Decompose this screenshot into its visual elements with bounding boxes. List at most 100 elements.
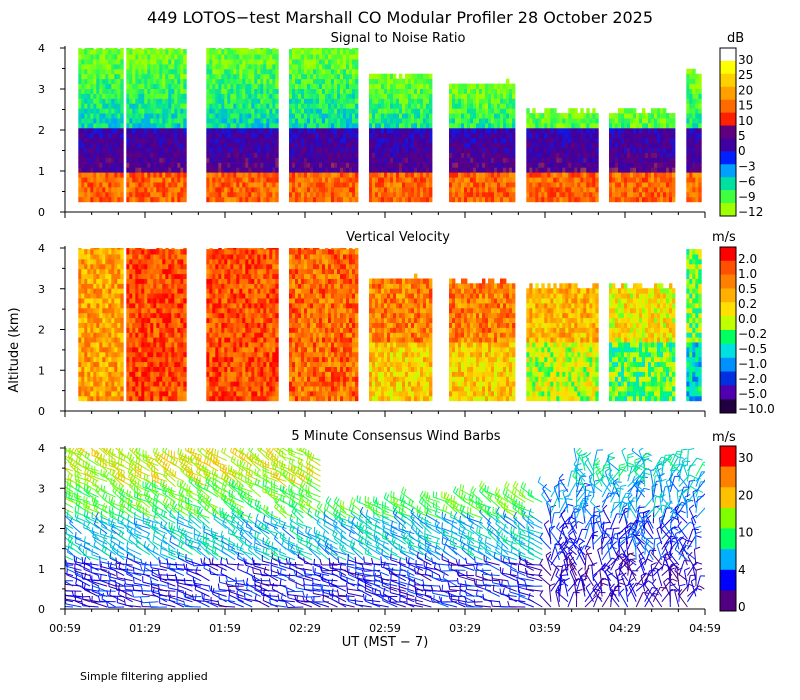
heat-cell: [553, 157, 557, 163]
heat-cell: [592, 122, 596, 129]
heat-cell: [657, 177, 661, 183]
heat-cell: [251, 182, 255, 188]
heat-cell: [464, 113, 468, 119]
heat-cell: [289, 98, 293, 104]
heat-cell: [224, 186, 228, 193]
heat-cell: [272, 132, 276, 139]
heat-cell: [529, 162, 533, 168]
heat-cell: [592, 177, 596, 183]
heat-cell: [307, 186, 311, 193]
heat-cell: [81, 307, 85, 314]
heat-cell: [346, 73, 350, 80]
heat-cell: [263, 103, 267, 109]
heat-cell: [393, 157, 397, 163]
heat-cell: [529, 137, 533, 144]
heat-cell: [81, 371, 85, 377]
heat-cell: [461, 152, 465, 158]
heat-cell: [165, 78, 169, 85]
heat-cell: [476, 172, 480, 178]
heat-cell: [111, 186, 115, 193]
heat-cell: [292, 177, 296, 183]
heat-cell: [553, 122, 557, 129]
heat-cell: [266, 147, 270, 153]
heat-cell: [135, 63, 139, 70]
heat-cell: [310, 103, 314, 109]
heat-cell: [90, 59, 94, 65]
heat-cell: [126, 137, 130, 144]
heat-cell: [102, 83, 106, 89]
heat-cell: [461, 142, 465, 148]
heat-cell: [372, 122, 376, 129]
heat-cell: [93, 152, 97, 158]
heat-cell: [183, 108, 187, 114]
heat-cell: [473, 93, 477, 99]
heat-cell: [248, 59, 252, 65]
heat-cell: [141, 103, 145, 109]
heat-cell: [526, 142, 530, 148]
heat-cell: [257, 186, 261, 193]
heat-cell: [645, 196, 649, 203]
heat-cell: [355, 182, 359, 188]
heat-cell: [275, 93, 279, 99]
heat-cell: [476, 127, 480, 134]
heat-cell: [402, 152, 406, 158]
heat-cell: [96, 273, 100, 279]
heat-cell: [78, 196, 82, 203]
heat-cell: [78, 191, 82, 198]
heat-cell: [485, 122, 489, 129]
heat-cell: [248, 152, 252, 158]
heat-cell: [209, 167, 213, 173]
heat-cell: [343, 73, 347, 80]
heat-cell: [577, 191, 581, 198]
heat-cell: [692, 68, 696, 75]
heat-cell: [156, 63, 160, 70]
heat-cell: [615, 167, 619, 173]
heat-cell: [414, 167, 418, 173]
heat-cell: [295, 182, 299, 188]
heat-cell: [84, 147, 88, 153]
colorbar-swatch: [720, 73, 736, 87]
heat-cell: [458, 93, 462, 99]
heat-cell: [162, 182, 166, 188]
heat-cell: [269, 191, 273, 198]
heat-cell: [99, 268, 103, 275]
heat-cell: [212, 48, 216, 50]
heat-cell: [96, 317, 100, 323]
heat-cell: [355, 48, 359, 50]
heat-cell: [93, 351, 97, 358]
heat-cell: [417, 98, 421, 104]
heat-cell: [509, 83, 513, 89]
heat-cell: [301, 59, 305, 65]
heat-cell: [171, 162, 175, 168]
heat-cell: [126, 108, 130, 114]
heat-cell: [411, 186, 415, 193]
heat-cell: [325, 147, 329, 153]
heat-cell: [84, 157, 88, 163]
heat-cell: [93, 177, 97, 183]
heat-cell: [346, 137, 350, 144]
heat-cell: [497, 118, 501, 124]
heat-cell: [506, 191, 510, 198]
heat-cell: [215, 162, 219, 168]
heat-cell: [289, 157, 293, 163]
heat-cell: [586, 186, 590, 193]
heat-cell: [105, 78, 109, 85]
heat-cell: [369, 103, 373, 109]
heat-cell: [544, 142, 548, 148]
heat-cell: [257, 127, 261, 134]
heat-cell: [461, 83, 465, 89]
heat-cell: [316, 83, 320, 89]
heat-cell: [571, 182, 575, 188]
heat-cell: [90, 254, 94, 260]
colorbar-label: 25: [738, 68, 753, 82]
heat-cell: [464, 152, 468, 158]
heat-cell: [689, 93, 693, 99]
heat-cell: [206, 152, 210, 158]
heat-cell: [153, 68, 157, 75]
heat-cell: [168, 177, 172, 183]
heat-cell: [349, 49, 353, 55]
heat-cell: [663, 162, 667, 168]
heat-cell: [467, 88, 471, 94]
heat-cell: [541, 147, 545, 153]
heat-cell: [476, 113, 480, 119]
